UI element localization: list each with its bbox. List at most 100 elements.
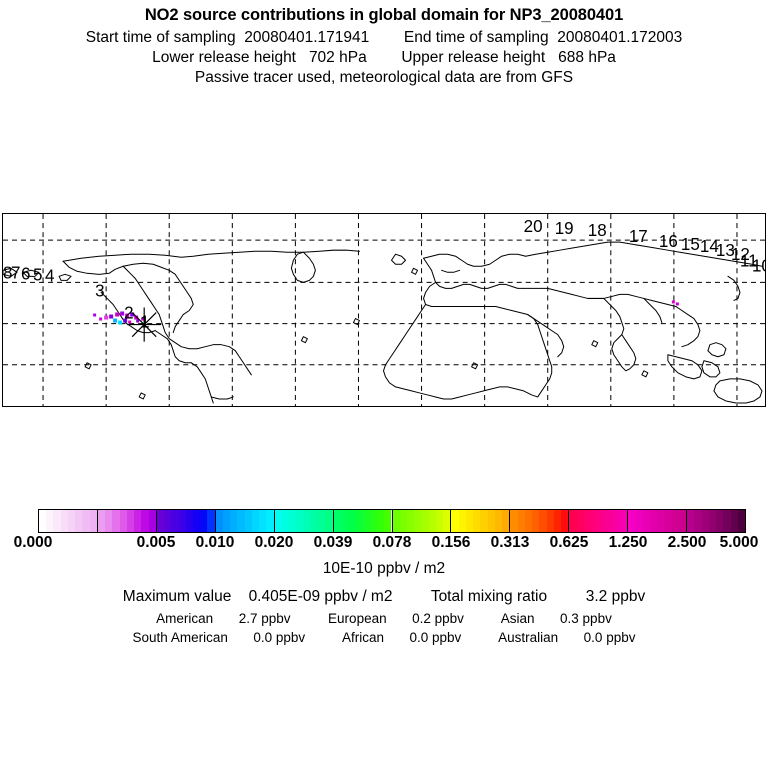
trajectory-label-3: 3 <box>95 281 104 300</box>
total-mixing-ratio-value: 3.2 ppbv <box>585 588 646 605</box>
colorbar-step <box>628 510 636 532</box>
colorbar-step <box>89 510 97 532</box>
colorbar-step <box>171 510 179 532</box>
lower-release-value: 702 hPa <box>308 49 367 66</box>
region-name-american: American <box>156 611 214 626</box>
sampling-time-line: Start time of sampling 20080401.171941 E… <box>0 28 768 48</box>
colorbar-step <box>67 510 76 532</box>
colorbar-step <box>723 510 731 532</box>
colorbar-step <box>642 510 650 532</box>
colorbar-step <box>407 510 415 532</box>
colorbar-step <box>259 510 267 532</box>
colorbar-step <box>126 510 135 532</box>
colorbar-step <box>737 510 746 532</box>
trajectory-label-2: 2 <box>124 304 133 323</box>
max-value-value: 0.405E-09 ppbv / m2 <box>248 588 393 605</box>
page-title: NO2 source contributions in global domai… <box>144 6 624 24</box>
colorbar-step <box>193 510 201 532</box>
colorbar-step <box>392 510 400 532</box>
colorbar-segment-1 <box>97 510 157 532</box>
colorbar-step <box>678 510 687 532</box>
colorbar-step <box>178 510 186 532</box>
colorbar-step <box>708 510 717 532</box>
colorbar-tick-5: 0.078 <box>372 534 412 551</box>
header: NO2 source contributions in global domai… <box>0 0 768 88</box>
colorbar-tick-10: 2.500 <box>667 534 707 551</box>
colorbar-step <box>414 510 422 532</box>
trajectory-label-19: 19 <box>555 219 574 238</box>
region-name-asian: Asian <box>500 611 535 626</box>
upper-release-value: 688 hPa <box>558 49 616 66</box>
colorbar-tick-4: 0.039 <box>313 534 353 551</box>
colorbar-step <box>200 510 208 532</box>
colorbar-step <box>266 510 274 532</box>
colorbar-step <box>384 510 392 532</box>
region-value-american: 2.7 ppbv <box>238 611 291 626</box>
colorbar-step <box>465 510 474 532</box>
colorbar-segment-0 <box>39 510 98 532</box>
colorbar-step <box>119 510 127 532</box>
colorbar-segment-4 <box>274 510 334 532</box>
colorbar-step <box>230 510 238 532</box>
colorbar-step <box>510 510 518 532</box>
trajectory-label-17: 17 <box>629 227 648 246</box>
colorbar-step <box>333 510 341 532</box>
colorbar-segment-8 <box>510 510 570 532</box>
max-value-label: Maximum value <box>122 588 232 605</box>
colorbar-step <box>141 510 149 532</box>
colorbar-step <box>451 510 459 532</box>
colorbar-step <box>303 510 311 532</box>
colorbar-segment-10 <box>628 510 688 532</box>
colorbar-segment-3 <box>215 510 275 532</box>
colorbar-step <box>340 510 349 532</box>
region-value-australian: 0.0 ppbv <box>583 630 636 645</box>
colorbar-step <box>687 510 695 532</box>
colorbar-tick-8: 0.625 <box>549 534 589 551</box>
colorbar-step <box>494 510 503 532</box>
colorbar-tick-6: 0.156 <box>431 534 471 551</box>
colorbar-segment-2 <box>156 510 216 532</box>
colorbar-step <box>185 510 194 532</box>
colorbar-step <box>694 510 702 532</box>
map-coastlines <box>3 241 763 404</box>
start-time-label: Start time of sampling <box>85 29 236 46</box>
colorbar-step <box>296 510 304 532</box>
colorbar-step <box>576 510 584 532</box>
colorbar-step <box>657 510 665 532</box>
colorbar-segment-9 <box>569 510 629 532</box>
colorbar-step <box>487 510 495 532</box>
colorbar-step <box>75 510 83 532</box>
region-name-african: African <box>341 630 384 645</box>
colorbar-step <box>473 510 481 532</box>
colorbar-step <box>310 510 319 532</box>
colorbar-step <box>532 510 540 532</box>
colorbar-segment-6 <box>392 510 452 532</box>
colorbar-step <box>612 510 620 532</box>
region-value-asian: 0.3 ppbv <box>560 611 612 626</box>
trajectory-label-5: 5 <box>33 265 42 284</box>
colorbar-step <box>105 510 113 532</box>
trajectory-label-8: 8 <box>3 263 12 282</box>
region-value-european: 0.2 ppbv <box>412 611 464 626</box>
colorbar-segment-11 <box>687 510 746 532</box>
colorbar-step <box>156 510 165 532</box>
colorbar-tick-9: 1.250 <box>608 534 648 551</box>
region-value-african: 0.0 ppbv <box>409 630 462 645</box>
global-map-panel: 123456781011121314151617181920 <box>2 213 766 407</box>
colorbar-step <box>207 510 215 532</box>
colorbar <box>38 509 746 533</box>
colorbar-step <box>82 510 90 532</box>
colorbar-step <box>39 510 47 532</box>
colorbar-step <box>362 510 370 532</box>
colorbar-step <box>619 510 628 532</box>
colorbar-step <box>428 510 436 532</box>
colorbar-step <box>325 510 333 532</box>
trajectory-label-6: 6 <box>21 264 30 283</box>
colorbar-step <box>289 510 297 532</box>
colorbar-units-label: 10E-10 ppbv / m2 <box>322 560 446 577</box>
colorbar-step <box>148 510 156 532</box>
trajectory-label-10: 10 <box>752 256 765 275</box>
trajectory-label-18: 18 <box>588 221 607 240</box>
colorbar-step <box>60 510 68 532</box>
total-mixing-ratio-label: Total mixing ratio <box>430 588 548 605</box>
